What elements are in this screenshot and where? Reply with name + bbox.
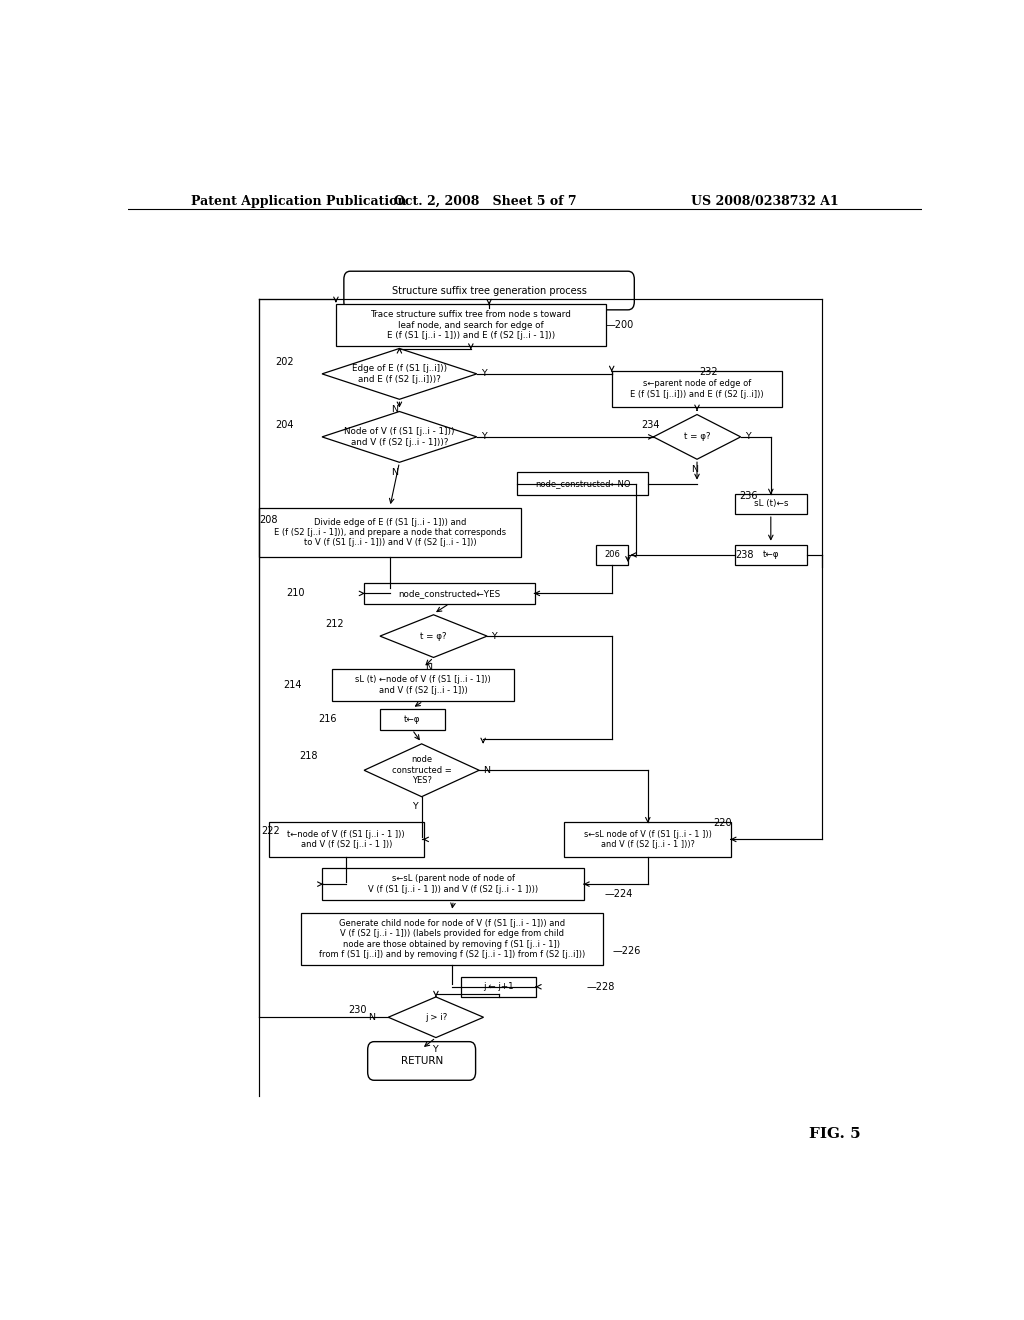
- FancyBboxPatch shape: [517, 473, 648, 495]
- FancyBboxPatch shape: [336, 304, 606, 346]
- Text: sL (t)←s: sL (t)←s: [754, 499, 788, 508]
- FancyBboxPatch shape: [461, 977, 537, 997]
- Text: —200: —200: [606, 319, 634, 330]
- Text: 206: 206: [604, 550, 621, 560]
- Text: Patent Application Publication: Patent Application Publication: [191, 194, 407, 207]
- Text: s←parent node of edge of
E (f (S1 [j..i])) and E (f (S2 [j..i])): s←parent node of edge of E (f (S1 [j..i]…: [630, 379, 764, 399]
- Text: 220: 220: [714, 818, 732, 828]
- FancyBboxPatch shape: [380, 709, 444, 730]
- Text: —226: —226: [612, 946, 640, 956]
- Text: t = φ?: t = φ?: [684, 433, 711, 441]
- Text: N: N: [391, 405, 398, 414]
- Text: 222: 222: [261, 826, 281, 837]
- Text: 214: 214: [284, 680, 302, 690]
- Text: node_constructed←NO: node_constructed←NO: [535, 479, 631, 488]
- Text: Y: Y: [744, 433, 751, 441]
- Text: N: N: [369, 1012, 376, 1022]
- Text: US 2008/0238732 A1: US 2008/0238732 A1: [690, 194, 839, 207]
- Text: 202: 202: [274, 356, 294, 367]
- FancyBboxPatch shape: [735, 545, 807, 565]
- FancyBboxPatch shape: [269, 822, 424, 857]
- FancyBboxPatch shape: [596, 545, 628, 565]
- Text: t←φ: t←φ: [763, 550, 779, 560]
- Polygon shape: [388, 997, 483, 1038]
- Text: 216: 216: [318, 714, 337, 725]
- FancyBboxPatch shape: [259, 508, 521, 557]
- Text: Node of V (f (S1 [j..i - 1]))
and V (f (S2 [j..i - 1]))?: Node of V (f (S1 [j..i - 1])) and V (f (…: [344, 428, 455, 446]
- Text: Y: Y: [480, 433, 486, 441]
- Text: —224: —224: [604, 890, 633, 899]
- Text: 236: 236: [739, 491, 758, 500]
- FancyBboxPatch shape: [735, 494, 807, 515]
- Polygon shape: [380, 615, 487, 657]
- Text: FIG. 5: FIG. 5: [809, 1127, 860, 1142]
- Text: 212: 212: [325, 619, 343, 628]
- Text: N: N: [483, 766, 490, 775]
- Polygon shape: [365, 744, 479, 797]
- Text: 234: 234: [641, 420, 659, 430]
- Text: j ← j+1: j ← j+1: [483, 982, 514, 991]
- Text: N: N: [691, 465, 698, 474]
- Text: j > i?: j > i?: [425, 1012, 447, 1022]
- Text: Trace structure suffix tree from node s toward
leaf node, and search for edge of: Trace structure suffix tree from node s …: [371, 310, 571, 341]
- Text: node_constructed←YES: node_constructed←YES: [398, 589, 501, 598]
- Text: 204: 204: [274, 420, 293, 430]
- Polygon shape: [322, 348, 477, 399]
- Text: N: N: [426, 663, 432, 672]
- Text: Divide edge of E (f (S1 [j..i - 1])) and
E (f (S2 [j..i - 1])), and prepare a no: Divide edge of E (f (S1 [j..i - 1])) and…: [273, 517, 506, 548]
- FancyBboxPatch shape: [368, 1041, 475, 1080]
- FancyBboxPatch shape: [323, 867, 585, 900]
- Text: Structure suffix tree generation process: Structure suffix tree generation process: [391, 285, 587, 296]
- Text: 208: 208: [259, 515, 278, 525]
- Text: —228: —228: [587, 982, 615, 991]
- Polygon shape: [322, 412, 477, 462]
- Text: t←φ: t←φ: [403, 715, 421, 723]
- FancyBboxPatch shape: [344, 271, 634, 310]
- Text: Y: Y: [480, 370, 486, 379]
- Text: Y: Y: [432, 1045, 437, 1055]
- Text: 238: 238: [735, 550, 754, 560]
- FancyBboxPatch shape: [611, 371, 782, 408]
- Text: Oct. 2, 2008   Sheet 5 of 7: Oct. 2, 2008 Sheet 5 of 7: [394, 194, 577, 207]
- Text: t = φ?: t = φ?: [420, 631, 446, 640]
- Text: 230: 230: [348, 1005, 368, 1015]
- Text: 218: 218: [299, 751, 317, 762]
- Text: s←sL (parent node of node of
V (f (S1 [j..i - 1 ])) and V (f (S2 [j..i - 1 ]))): s←sL (parent node of node of V (f (S1 [j…: [369, 874, 539, 894]
- FancyBboxPatch shape: [332, 669, 514, 701]
- Text: N: N: [391, 469, 398, 477]
- Text: node
constructed =
YES?: node constructed = YES?: [392, 755, 452, 785]
- Text: t←node of V (f (S1 [j..i - 1 ]))
and V (f (S2 [j..i - 1 ])): t←node of V (f (S1 [j..i - 1 ])) and V (…: [288, 830, 406, 849]
- FancyBboxPatch shape: [365, 583, 535, 603]
- Text: 210: 210: [287, 589, 305, 598]
- FancyBboxPatch shape: [564, 822, 731, 857]
- Text: s←sL node of V (f (S1 [j..i - 1 ]))
and V (f (S2 [j..i - 1 ]))?: s←sL node of V (f (S1 [j..i - 1 ])) and …: [584, 830, 712, 849]
- Text: 232: 232: [699, 367, 718, 376]
- Text: sL (t) ←node of V (f (S1 [j..i - 1]))
and V (f (S2 [j..i - 1])): sL (t) ←node of V (f (S1 [j..i - 1])) an…: [355, 676, 492, 694]
- Text: Edge of E (f (S1 [j..i]))
and E (f (S2 [j..i]))?: Edge of E (f (S1 [j..i])) and E (f (S2 […: [352, 364, 446, 384]
- Text: RETURN: RETURN: [400, 1056, 442, 1067]
- Polygon shape: [653, 414, 740, 459]
- Text: Y: Y: [412, 803, 418, 812]
- FancyBboxPatch shape: [301, 912, 602, 965]
- Text: Generate child node for node of V (f (S1 [j..i - 1])) and
V (f (S2 [j..i - 1])) : Generate child node for node of V (f (S1…: [318, 919, 585, 960]
- Text: Y: Y: [492, 631, 497, 640]
